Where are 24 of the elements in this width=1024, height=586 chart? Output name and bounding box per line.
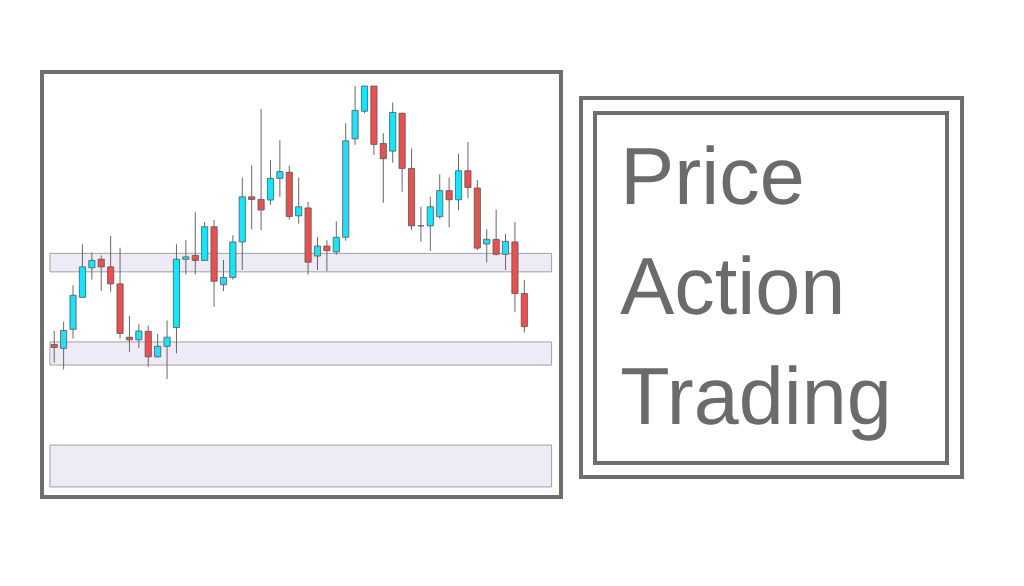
candlestick <box>125 315 133 353</box>
candlestick <box>266 159 274 206</box>
candlestick <box>182 239 190 275</box>
text: Price Action Trading <box>620 145 887 441</box>
candlestick <box>502 233 510 271</box>
candlestick <box>248 164 256 230</box>
candlestick <box>276 139 284 198</box>
candlestick <box>379 132 387 204</box>
candlestick <box>163 320 171 380</box>
candlestick <box>483 228 491 263</box>
candlestick <box>107 235 115 293</box>
candlestick <box>445 176 453 228</box>
candlestick <box>257 108 265 231</box>
candlestick <box>426 196 434 252</box>
candlestick <box>219 259 227 292</box>
candlestick <box>50 330 58 364</box>
candlestick <box>492 208 500 256</box>
candlestick <box>464 141 472 199</box>
candlestick <box>295 176 303 224</box>
candlestick <box>332 220 340 256</box>
candlestick <box>191 211 199 275</box>
candlestick <box>313 236 321 271</box>
candlestick <box>323 239 331 272</box>
candlestick <box>60 321 68 370</box>
